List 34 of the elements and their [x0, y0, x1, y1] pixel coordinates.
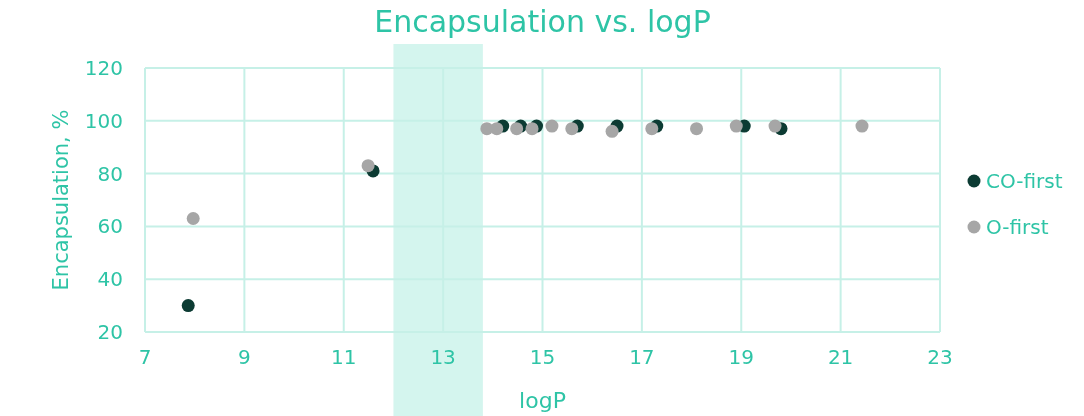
point — [729, 119, 743, 133]
y-tick-label: 100 — [84, 108, 123, 133]
point — [510, 122, 524, 136]
y-tick-label: 120 — [84, 56, 123, 80]
point — [186, 211, 200, 225]
x-tick-label: 19 — [728, 345, 754, 369]
y-tick-label: 80 — [97, 161, 123, 186]
point — [855, 119, 869, 133]
x-tick-label: 21 — [827, 345, 854, 369]
point — [768, 119, 782, 133]
x-tick-label: 15 — [529, 345, 556, 369]
y-tick-label: 60 — [97, 214, 123, 239]
x-tick-label: 17 — [629, 345, 655, 369]
x-axis-title: logP — [519, 388, 566, 413]
point — [645, 122, 659, 136]
y-tick-label: 20 — [97, 320, 123, 344]
point — [545, 119, 559, 133]
x-tick-label: 13 — [430, 345, 456, 369]
x-tick-label: 11 — [331, 345, 357, 369]
x-tick-label: 7 — [138, 345, 152, 369]
point — [490, 122, 504, 136]
point — [690, 122, 704, 136]
point — [565, 122, 579, 136]
legend-label: O-first — [986, 215, 1049, 239]
x-tick-label: 9 — [238, 345, 251, 369]
point — [605, 124, 619, 138]
y-axis-title: Encapsulation, % — [49, 109, 73, 291]
point — [361, 159, 375, 173]
legend-label: CO-first — [986, 169, 1063, 193]
y-tick-label: 40 — [97, 267, 123, 292]
point — [525, 122, 539, 136]
point — [181, 299, 195, 313]
x-tick-label: 23 — [927, 345, 953, 369]
chart-title: Encapsulation vs. logP — [374, 4, 711, 39]
